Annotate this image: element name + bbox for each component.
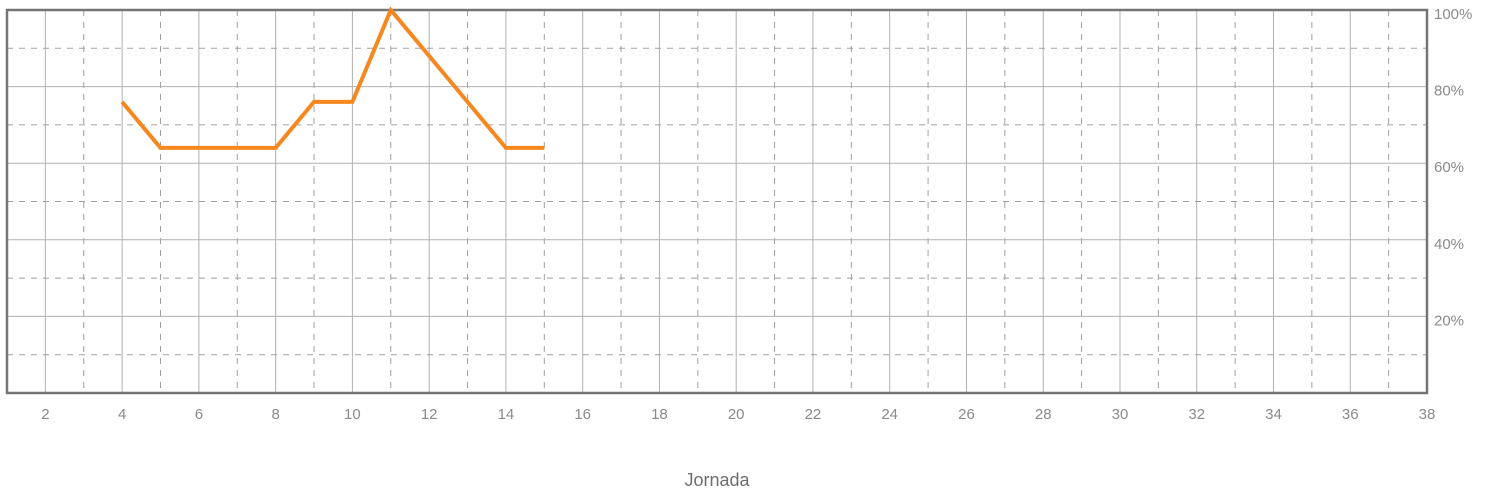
- x-tick-label: 10: [344, 406, 361, 423]
- x-tick-label: 24: [881, 406, 898, 423]
- x-tick-label: 36: [1342, 406, 1359, 423]
- x-tick-label: 2: [41, 406, 49, 423]
- grid: [7, 10, 1427, 393]
- x-tick-label: 6: [195, 406, 203, 423]
- y-tick-label: 20%: [1434, 312, 1464, 329]
- x-tick-label: 8: [271, 406, 279, 423]
- series-layer: [120, 6, 545, 150]
- y-tick-label: 40%: [1434, 236, 1464, 253]
- y-axis-ticks: 20% 40% 60% 80% 100%: [1434, 6, 1472, 329]
- x-tick-label: 34: [1265, 406, 1282, 423]
- x-tick-label: 22: [805, 406, 822, 423]
- y-tick-label: 100%: [1434, 6, 1472, 23]
- y-tick-label: 60%: [1434, 159, 1464, 176]
- x-tick-label: 28: [1035, 406, 1052, 423]
- x-axis-title: Jornada: [684, 470, 750, 490]
- x-tick-label: 30: [1112, 406, 1129, 423]
- x-tick-label: 4: [118, 406, 126, 423]
- y-tick-label: 80%: [1434, 83, 1464, 100]
- x-tick-label: 18: [651, 406, 668, 423]
- x-tick-label: 16: [574, 406, 591, 423]
- x-tick-label: 20: [728, 406, 745, 423]
- x-tick-label: 38: [1419, 406, 1436, 423]
- plot-frame: [5, 8, 1429, 395]
- x-tick-label: 26: [958, 406, 975, 423]
- x-tick-label: 14: [498, 406, 515, 423]
- x-tick-label: 32: [1188, 406, 1205, 423]
- x-axis-ticks: 2 4 6 8 10 12 14 16 18 20 22 24 26 28 30 32 34 36 38: [41, 406, 1435, 423]
- series-line: [120, 6, 545, 150]
- x-tick-label: 12: [421, 406, 438, 423]
